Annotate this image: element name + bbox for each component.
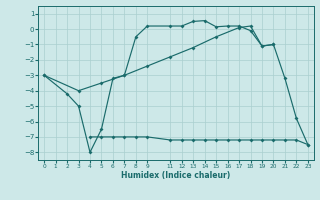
X-axis label: Humidex (Indice chaleur): Humidex (Indice chaleur) (121, 171, 231, 180)
